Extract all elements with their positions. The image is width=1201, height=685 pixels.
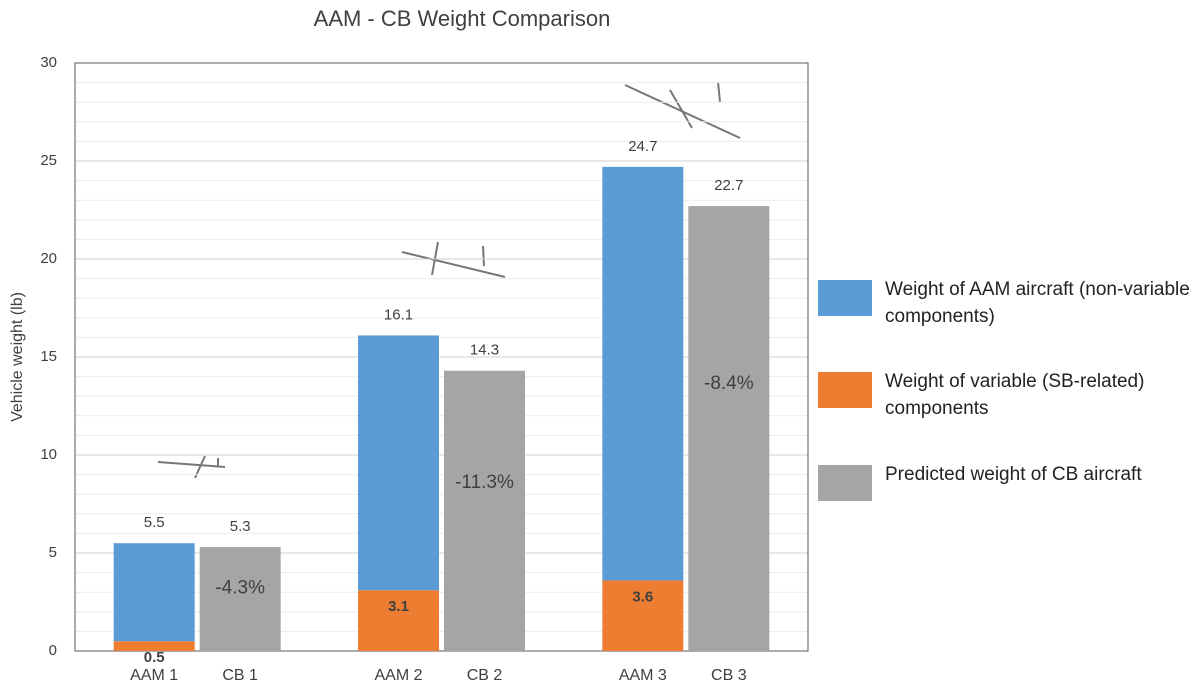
legend-swatch [818,465,872,501]
y-tick-label: 15 [40,348,57,365]
annotation: -8.4% [704,373,754,394]
chart-title: AAM - CB Weight Comparison [314,6,611,31]
bar-segment [114,543,195,641]
segment-label: 3.1 [388,598,409,615]
total-label: 24.7 [628,138,657,155]
value-label: 14.3 [470,342,499,359]
y-tick-label: 25 [40,152,57,169]
y-tick-label: 5 [49,544,57,561]
annotation: -11.3% [455,472,514,493]
bar-segment [602,167,683,581]
legend-entry: Predicted weight of CB aircraft [818,465,1201,501]
x-tick-label: CB 2 [467,667,503,684]
bar-segment [444,371,525,651]
legend-label: Predicted weight of CB aircraft [885,462,1142,489]
legend-entry: Weight of variable (SB-related) componen… [818,372,1198,422]
chart: AAM - CB Weight Comparison Vehicle weigh… [0,0,1201,685]
page: AAM - CB Weight Comparison Vehicle weigh… [0,0,1201,685]
x-tick-label: CB 3 [711,667,747,684]
segment-label: 3.6 [632,588,653,605]
annotation: -4.3% [215,578,265,599]
legend-label: Weight of variable (SB-related) componen… [885,369,1198,422]
y-axis-label: Vehicle weight (lb) [9,292,26,422]
total-label: 5.5 [144,514,165,531]
bar-segment [688,206,769,651]
value-label: 5.3 [230,518,251,535]
x-tick-label: AAM 3 [619,667,667,684]
legend-entry: Weight of AAM aircraft (non-variable com… [818,280,1198,330]
legend-swatch [818,280,872,316]
bar-segment [200,547,281,651]
x-tick-label: CB 1 [222,667,258,684]
total-label: 16.1 [384,306,413,323]
value-label: 22.7 [714,177,743,194]
y-tick-label: 20 [40,250,57,267]
y-tick-label: 10 [40,446,57,463]
y-tick-label: 0 [49,642,57,659]
legend-label: Weight of AAM aircraft (non-variable com… [885,277,1198,330]
segment-label: 0.5 [144,649,165,666]
x-tick-label: AAM 2 [374,667,422,684]
bar-segment [358,335,439,590]
x-tick-label: AAM 1 [130,667,178,684]
legend-swatch [818,372,872,408]
y-tick-label: 30 [40,54,57,71]
